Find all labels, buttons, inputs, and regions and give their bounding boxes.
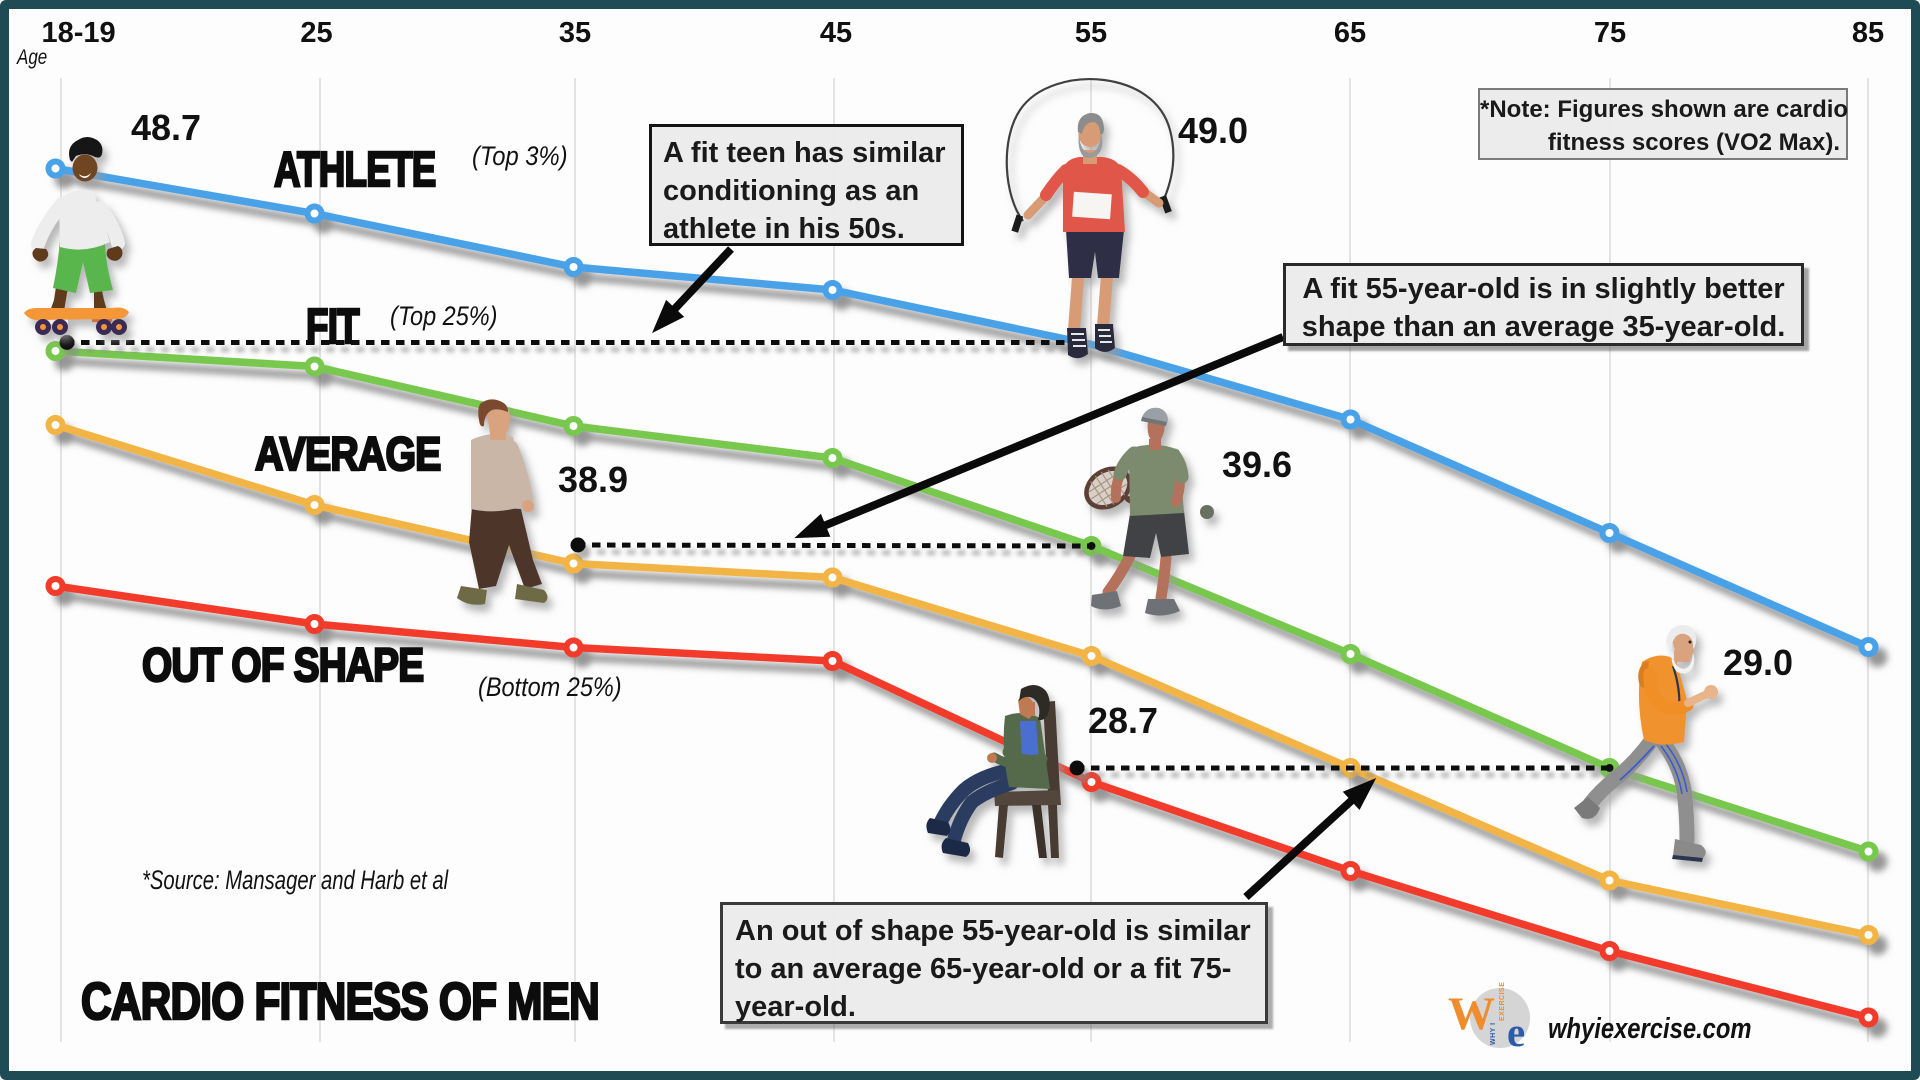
svg-text:EXERCISE: EXERCISE — [1499, 982, 1506, 1021]
svg-text:WHY I: WHY I — [1490, 1022, 1497, 1045]
svg-text:W: W — [1448, 988, 1495, 1040]
svg-text:e: e — [1507, 1009, 1525, 1055]
